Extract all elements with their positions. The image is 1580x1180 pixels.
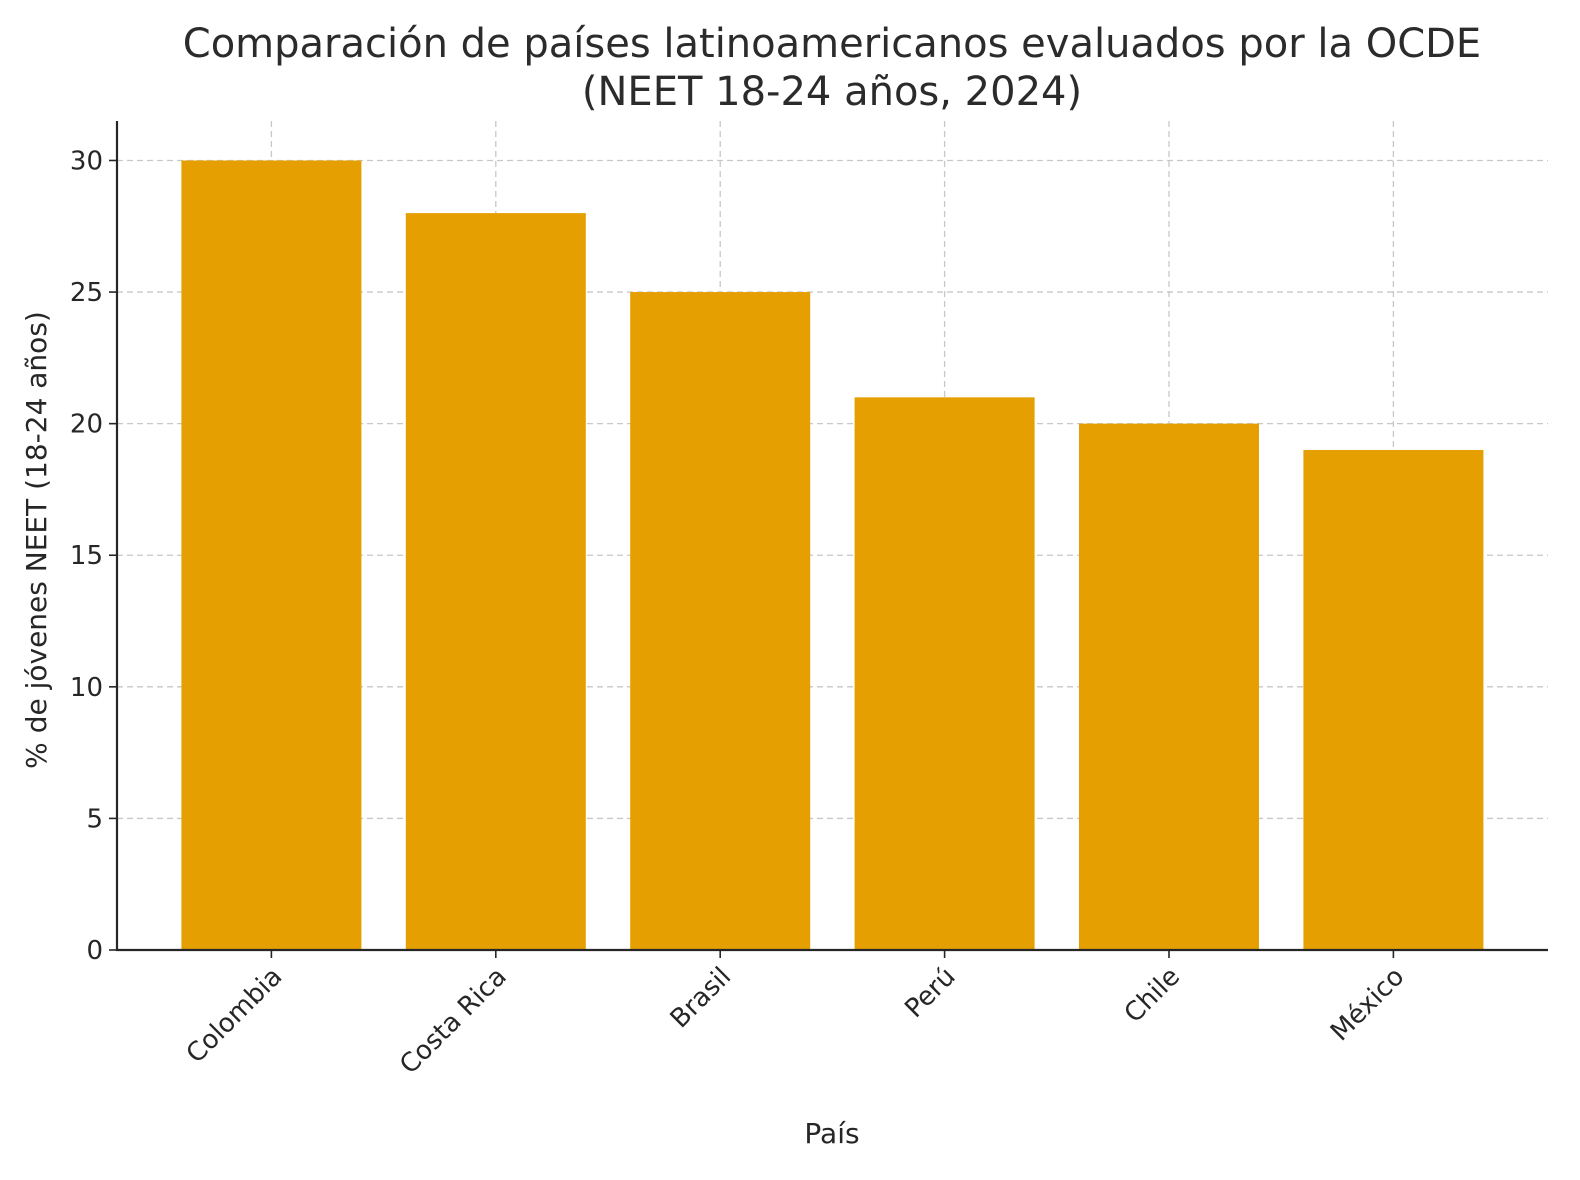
- axes: [115, 121, 1548, 952]
- x-axis-label: País: [804, 1117, 859, 1150]
- chart-title-line-2: (NEET 18-24 años, 2024): [582, 69, 1082, 115]
- y-tick-label: 20: [70, 410, 103, 440]
- y-tick-label: 0: [86, 936, 103, 966]
- x-tick-label: México: [1325, 962, 1410, 1047]
- bars: [181, 160, 1484, 951]
- x-tick-label: Brasil: [665, 962, 737, 1034]
- x-tick-label: Costa Rica: [394, 962, 512, 1080]
- chart-title-line-1: Comparación de países latinoamericanos e…: [183, 21, 1481, 67]
- bar: [630, 292, 811, 951]
- bar: [1079, 423, 1259, 951]
- y-tick-label: 5: [86, 804, 103, 834]
- y-tick-label: 30: [70, 146, 103, 176]
- y-tick-label: 10: [70, 673, 103, 703]
- y-tick-label: 25: [70, 278, 103, 308]
- y-tick-label: 15: [70, 541, 103, 571]
- x-tick-label: Perú: [899, 962, 961, 1024]
- y-axis-label: % de jóvenes NEET (18-24 años): [20, 311, 53, 769]
- bar: [181, 160, 362, 950]
- x-tick-label: Colombia: [181, 962, 289, 1070]
- x-tick-label: Chile: [1119, 962, 1186, 1029]
- bar: [854, 397, 1035, 950]
- bar: [1303, 449, 1484, 950]
- bar: [405, 213, 586, 951]
